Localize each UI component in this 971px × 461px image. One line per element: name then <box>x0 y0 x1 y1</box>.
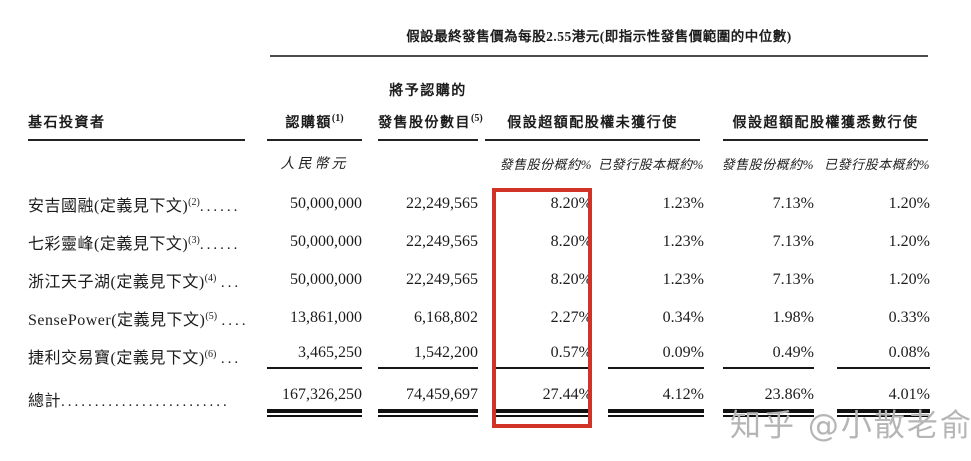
offer-shares-count: 22,249,565 <box>406 271 478 288</box>
total-pct-capital-exercised: 4.01% <box>837 386 930 417</box>
total-row: 總計......................... 167,326,250 … <box>28 375 930 423</box>
subheader-pct-offer-1: 發售股份概約% <box>499 156 592 172</box>
header-rule <box>270 55 928 57</box>
table-row: 安吉國融(定義見下文)(2)...... 50,000,000 22,249,5… <box>28 185 930 223</box>
investor-name: 七彩靈峰(定義見下文) <box>28 236 189 253</box>
leader-dots: ...... <box>199 237 241 253</box>
highlight-box <box>492 188 592 428</box>
footnote-sup: (5) <box>205 311 218 322</box>
pct-capital-exercised: 1.20% <box>888 195 930 212</box>
offer-shares-count: 1,542,200 <box>378 344 478 369</box>
footnote-sup: (6) <box>204 349 217 360</box>
investor-name: SensePower(定義見下文) <box>28 312 206 329</box>
pct-offer-exercised: 7.13% <box>772 271 814 288</box>
subscription-amount: 3,465,250 <box>267 344 362 369</box>
subheader-pct-capital-2: 已發行股本概約% <box>824 156 930 172</box>
table-row: 捷利交易寶(定義見下文)(6) ... 3,465,250 1,542,200 … <box>28 337 930 375</box>
leader-dots: .... <box>221 313 249 329</box>
pct-capital-exercised: 0.08% <box>837 344 930 369</box>
pct-capital-exercised: 1.20% <box>888 271 930 288</box>
watermark: 知乎 @小散老俞 <box>730 408 971 444</box>
total-pct-offer-exercised: 23.86% <box>723 386 814 417</box>
offer-shares-count: 22,249,565 <box>406 195 478 212</box>
sub-header-row: 人民幣元 發售股份概約% 已發行股本概約% 發售股份概約% 已發行股本概約% <box>28 141 930 185</box>
offer-shares-count: 6,168,802 <box>414 309 478 326</box>
col-header-subscription: 認購額(1) <box>267 112 362 141</box>
footnote-sup: (3) <box>188 235 200 246</box>
subscription-amount: 50,000,000 <box>290 233 362 250</box>
pct-offer-unexercised: 0.57% <box>493 344 592 369</box>
subscription-amount: 50,000,000 <box>290 195 362 212</box>
subheader-pct-offer-2: 發售股份概約% <box>721 156 814 172</box>
table-row: 七彩靈峰(定義見下文)(3)...... 50,000,000 22,249,5… <box>28 223 930 261</box>
subscription-amount: 50,000,000 <box>290 271 362 288</box>
cornerstone-investors-table: 將予認購的 基石投資者 認購額(1) 發售股份數目(5) 假設超額配股權未獲行使… <box>28 64 930 423</box>
leader-dots: ...... <box>199 199 241 215</box>
investor-name: 浙江天子湖(定義見下文) <box>28 274 205 291</box>
investor-name: 捷利交易寶(定義見下文) <box>28 350 205 367</box>
total-subscription-amount: 167,326,250 <box>267 386 362 417</box>
pct-capital-exercised: 0.33% <box>888 309 930 326</box>
col-group-overallotment-unexercised: 假設超額配股權未獲行使 <box>485 112 700 141</box>
table-row: 浙江天子湖(定義見下文)(4) ... 50,000,000 22,249,56… <box>28 261 930 299</box>
footnote-sup: (5) <box>471 113 483 124</box>
pct-offer-unexercised: 2.27% <box>550 309 592 326</box>
col-header-offer-shares: 發售股份數目(5) <box>378 112 483 141</box>
col-header-shares-line1: 將予認購的 <box>389 84 467 99</box>
pct-capital-exercised: 1.20% <box>888 233 930 250</box>
investor-name: 安吉國融(定義見下文) <box>28 198 189 215</box>
offer-shares-count: 22,249,565 <box>406 233 478 250</box>
subheader-pct-capital-1: 已發行股本概約% <box>598 156 704 172</box>
pre-header-row: 將予認購的 <box>28 64 930 100</box>
leader-dots: ......................... <box>61 394 230 410</box>
col-group-overallotment-exercised: 假設超額配股權獲悉數行使 <box>723 112 928 141</box>
assumption-header: 假設最終發售價為每股2.55港元(即指示性發售價範圍的中位數) <box>406 29 792 44</box>
pct-capital-unexercised: 1.23% <box>662 195 704 212</box>
col-header-investor: 基石投資者 <box>28 112 245 141</box>
pct-capital-unexercised: 1.23% <box>662 233 704 250</box>
pct-offer-unexercised: 8.20% <box>550 271 592 288</box>
table-row: SensePower(定義見下文)(5) .... 13,861,000 6,1… <box>28 299 930 337</box>
pct-offer-exercised: 7.13% <box>772 233 814 250</box>
footnote-sup: (4) <box>204 273 217 284</box>
pct-offer-exercised: 7.13% <box>772 195 814 212</box>
pct-capital-unexercised: 1.23% <box>662 271 704 288</box>
footnote-sup: (1) <box>331 113 344 124</box>
pct-offer-unexercised: 8.20% <box>550 195 592 212</box>
leader-dots: ... <box>220 275 242 291</box>
main-header-row: 基石投資者 認購額(1) 發售股份數目(5) 假設超額配股權未獲行使 假設超額配… <box>28 100 930 141</box>
total-pct-capital-unexercised: 4.12% <box>608 386 704 417</box>
footnote-sup: (2) <box>188 197 200 208</box>
subscription-unit: 人民幣元 <box>280 157 349 172</box>
pct-offer-unexercised: 8.20% <box>550 233 592 250</box>
pct-capital-unexercised: 0.09% <box>608 344 704 369</box>
pct-capital-unexercised: 0.34% <box>662 309 704 326</box>
pct-offer-exercised: 0.49% <box>723 344 814 369</box>
subscription-amount: 13,861,000 <box>290 309 362 326</box>
leader-dots: ... <box>220 351 242 367</box>
total-label: 總計 <box>28 393 62 410</box>
pct-offer-exercised: 1.98% <box>772 309 814 326</box>
total-pct-offer-unexercised: 27.44% <box>493 386 592 417</box>
total-offer-shares-count: 74,459,697 <box>378 386 478 417</box>
